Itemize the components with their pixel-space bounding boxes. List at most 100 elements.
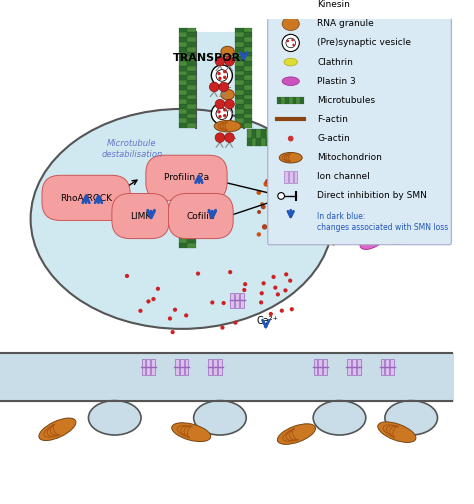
Bar — [244, 56, 253, 61]
Circle shape — [313, 193, 317, 196]
Bar — [244, 61, 253, 66]
Bar — [323, 129, 328, 138]
Bar — [235, 80, 244, 85]
Circle shape — [304, 140, 318, 154]
Text: Microtubules: Microtubules — [318, 96, 375, 105]
Circle shape — [346, 184, 351, 190]
Circle shape — [260, 291, 264, 295]
Bar — [280, 138, 285, 146]
Bar — [235, 56, 244, 61]
Circle shape — [352, 238, 356, 242]
Bar — [187, 209, 196, 214]
Circle shape — [233, 321, 237, 325]
Bar — [289, 96, 292, 104]
Circle shape — [398, 217, 403, 221]
Circle shape — [273, 285, 277, 290]
Bar — [187, 104, 196, 109]
Bar — [179, 238, 187, 243]
Bar — [235, 47, 244, 51]
Bar — [230, 292, 234, 308]
Bar — [187, 219, 196, 224]
Circle shape — [223, 114, 227, 117]
Circle shape — [298, 171, 301, 175]
Bar — [292, 96, 296, 104]
Circle shape — [269, 312, 273, 316]
Text: F-actin: F-actin — [318, 115, 348, 124]
Circle shape — [356, 230, 361, 235]
Circle shape — [256, 232, 261, 237]
Circle shape — [156, 287, 160, 291]
Circle shape — [210, 82, 219, 92]
Bar — [179, 224, 187, 228]
Circle shape — [173, 307, 177, 312]
Circle shape — [321, 161, 325, 164]
Bar — [235, 28, 244, 32]
Ellipse shape — [89, 401, 141, 435]
Bar — [244, 104, 253, 109]
Bar — [244, 118, 253, 123]
Bar — [235, 32, 244, 37]
Circle shape — [259, 300, 263, 304]
Bar — [247, 129, 252, 138]
Bar — [284, 171, 288, 182]
Circle shape — [217, 72, 221, 75]
Bar — [187, 224, 196, 228]
Bar — [261, 129, 266, 138]
Circle shape — [292, 39, 294, 41]
Bar — [240, 292, 244, 308]
Text: Plastin 3: Plastin 3 — [318, 77, 356, 86]
Text: Clathrin: Clathrin — [318, 57, 353, 67]
Bar — [235, 61, 244, 66]
Circle shape — [257, 210, 261, 214]
Bar — [179, 66, 187, 71]
Bar — [187, 28, 196, 32]
Circle shape — [256, 190, 261, 195]
Bar — [187, 71, 196, 76]
Bar — [187, 214, 196, 219]
Text: Mitochondrion: Mitochondrion — [318, 153, 383, 162]
Circle shape — [168, 317, 172, 321]
Bar — [179, 42, 187, 47]
Circle shape — [298, 165, 301, 169]
Bar — [146, 359, 150, 375]
Circle shape — [302, 181, 307, 186]
Bar — [235, 292, 239, 308]
Bar — [187, 228, 196, 233]
Circle shape — [215, 99, 225, 109]
Bar — [179, 61, 187, 66]
Bar — [179, 28, 187, 32]
Bar — [285, 96, 289, 104]
Circle shape — [272, 212, 275, 215]
Circle shape — [286, 38, 295, 48]
Circle shape — [288, 200, 293, 205]
Bar — [323, 138, 328, 146]
Bar — [266, 138, 271, 146]
Circle shape — [360, 229, 364, 233]
Bar — [280, 129, 285, 138]
Ellipse shape — [31, 109, 333, 329]
Circle shape — [322, 216, 325, 219]
Bar — [328, 129, 333, 138]
Circle shape — [288, 279, 292, 283]
Circle shape — [369, 227, 373, 231]
Circle shape — [287, 40, 289, 42]
Ellipse shape — [360, 230, 386, 249]
Bar — [314, 138, 319, 146]
Circle shape — [398, 225, 403, 230]
Circle shape — [218, 77, 222, 80]
Circle shape — [298, 235, 303, 240]
Circle shape — [308, 154, 333, 179]
Bar — [285, 138, 290, 146]
Circle shape — [284, 215, 289, 220]
Ellipse shape — [378, 422, 416, 443]
Bar — [271, 138, 275, 146]
Circle shape — [294, 209, 298, 213]
Circle shape — [262, 281, 266, 285]
Circle shape — [274, 144, 299, 169]
Circle shape — [223, 70, 227, 74]
Ellipse shape — [194, 401, 246, 435]
Ellipse shape — [282, 77, 299, 86]
Circle shape — [265, 179, 270, 184]
Bar — [290, 129, 294, 138]
Bar — [179, 228, 187, 233]
